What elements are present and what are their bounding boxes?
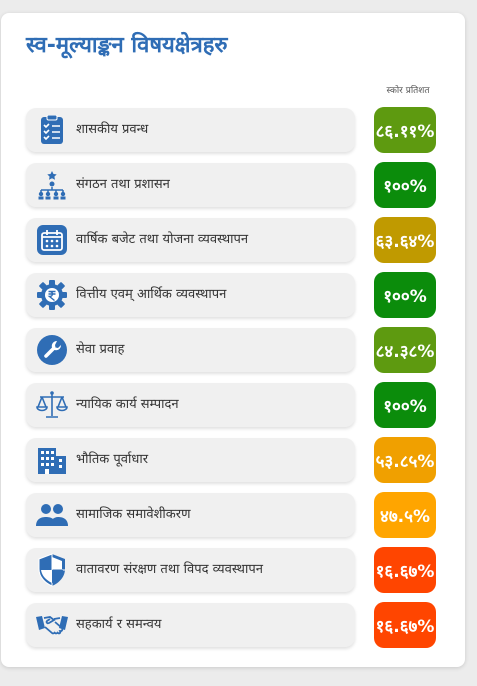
area-label: न्यायिक कार्य सम्पादन	[76, 397, 179, 412]
handshake-icon	[36, 609, 68, 641]
score-badge: ८४.३८%	[374, 327, 436, 373]
org-chart-icon	[36, 169, 68, 201]
people-icon	[36, 499, 68, 531]
score-badge: १००%	[374, 162, 436, 208]
area-row-finance[interactable]: वित्तीय एवम् आर्थिक व्यवस्थापन	[26, 273, 355, 317]
area-row-inclusion[interactable]: सामाजिक समावेशीकरण	[26, 493, 355, 537]
area-row-coordination[interactable]: सहकार्य र समन्वय	[26, 603, 355, 647]
page-title: स्व-मूल्याङ्कन विषयक्षेत्रहरु	[26, 33, 228, 58]
calendar-icon	[36, 224, 68, 256]
score-badge: ६३.६४%	[374, 217, 436, 263]
building-icon	[36, 444, 68, 476]
area-label: सामाजिक समावेशीकरण	[76, 507, 191, 522]
area-row-environment[interactable]: वातावरण संरक्षण तथा विपद व्यवस्थापन	[26, 548, 355, 592]
wrench-icon	[36, 334, 68, 366]
score-badge: १००%	[374, 272, 436, 318]
self-assessment-card: स्व-मूल्याङ्कन विषयक्षेत्रहरु स्कोर प्रत…	[1, 13, 465, 667]
shield-icon	[36, 553, 68, 587]
area-row-budget[interactable]: वार्षिक बजेट तथा योजना व्यवस्थापन	[26, 218, 355, 262]
area-label: शासकीय प्रवन्ध	[76, 122, 149, 137]
score-badge: ४७.५%	[374, 492, 436, 538]
area-row-infrastructure[interactable]: भौतिक पूर्वाधार	[26, 438, 355, 482]
area-row-judicial[interactable]: न्यायिक कार्य सम्पादन	[26, 383, 355, 427]
area-label: वित्तीय एवम् आर्थिक व्यवस्थापन	[76, 287, 227, 302]
score-badge: १६.६७%	[374, 602, 436, 648]
clipboard-checklist-icon	[36, 114, 68, 146]
score-badge: ८६.११%	[374, 107, 436, 153]
area-label: संगठन तथा प्रशासन	[76, 177, 170, 192]
area-row-governance[interactable]: शासकीय प्रवन्ध	[26, 108, 355, 152]
rupee-gear-icon	[36, 279, 68, 311]
area-label: वातावरण संरक्षण तथा विपद व्यवस्थापन	[76, 562, 263, 577]
area-row-service[interactable]: सेवा प्रवाह	[26, 328, 355, 372]
area-row-organization[interactable]: संगठन तथा प्रशासन	[26, 163, 355, 207]
score-badge: १६.६७%	[374, 547, 436, 593]
score-badge: १००%	[374, 382, 436, 428]
area-label: भौतिक पूर्वाधार	[76, 452, 149, 467]
scales-icon	[36, 389, 68, 421]
score-column-header: स्कोर प्रतिशत	[386, 86, 430, 96]
area-label: सहकार्य र समन्वय	[76, 617, 162, 632]
area-label: सेवा प्रवाह	[76, 342, 125, 357]
area-label: वार्षिक बजेट तथा योजना व्यवस्थापन	[76, 232, 249, 247]
score-badge: ५३.८५%	[374, 437, 436, 483]
